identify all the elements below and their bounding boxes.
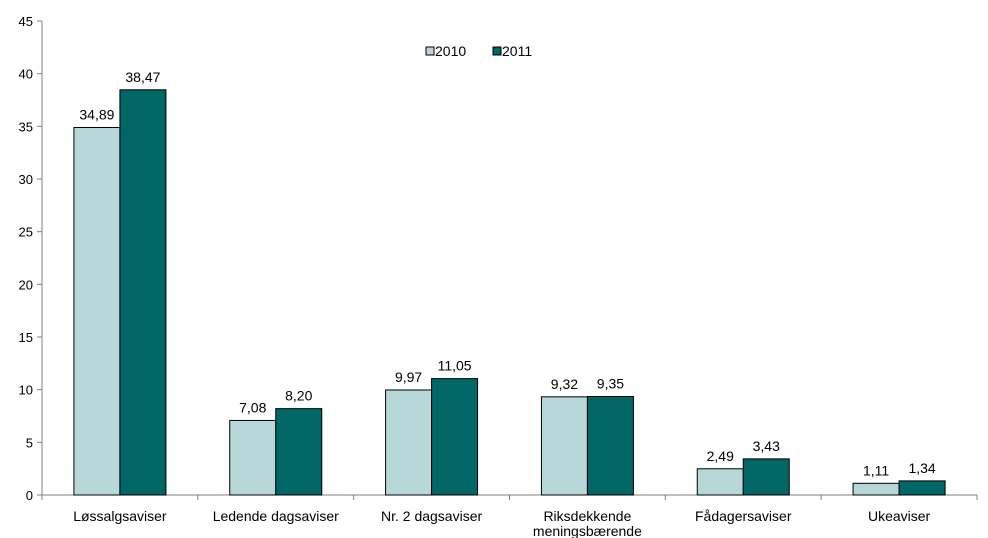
bar-2011 <box>431 378 479 496</box>
y-tick-label: 25 <box>19 225 33 240</box>
data-label: 11,05 <box>438 358 472 374</box>
data-label: 9,35 <box>597 376 624 392</box>
x-category-label: Ledende dagsaviser <box>213 508 339 524</box>
chart-axes: 0 5 10 15 20 25 30 35 40 45 <box>19 14 978 503</box>
data-label: 7,08 <box>239 399 266 415</box>
y-tick-label: 45 <box>19 14 33 29</box>
y-tick-label: 20 <box>19 277 33 292</box>
bar-2011 <box>586 396 634 496</box>
legend-label: 2010 <box>435 43 466 59</box>
bar-2011 <box>275 408 323 496</box>
data-label: 38,47 <box>125 69 160 85</box>
x-category-label: Løssalgsaviser <box>73 508 167 524</box>
data-label: 1,11 <box>863 462 889 478</box>
x-category-label: Riksdekkende meningsbærende <box>533 508 642 538</box>
data-label: 8,20 <box>285 388 312 404</box>
y-tick-label: 5 <box>26 435 33 450</box>
x-category-label: Fådagersaviser <box>695 508 792 524</box>
data-label: 9,32 <box>551 376 578 392</box>
chart-bars <box>73 89 946 496</box>
bar-2011 <box>898 480 946 496</box>
data-label: 9,97 <box>395 369 422 385</box>
legend-label: 2011 <box>502 43 532 59</box>
y-tick-label: 40 <box>19 67 33 82</box>
data-label: 1,34 <box>908 460 935 476</box>
bar-2010 <box>73 126 121 496</box>
bar-2010 <box>385 389 433 496</box>
bar-2011 <box>119 89 167 496</box>
legend-swatch <box>492 46 502 56</box>
bar-2010 <box>696 468 744 496</box>
bar-2010 <box>852 482 900 496</box>
chart-labels: Løssalgsaviser 34,89 38,47 Ledende dagsavis… <box>73 69 936 538</box>
bar-2010 <box>540 396 588 496</box>
x-category-label: Nr. 2 dagsaviser <box>381 508 482 524</box>
bar-2011 <box>742 458 790 496</box>
chart-legend: 2010 2011 <box>425 43 532 59</box>
data-label: 34,89 <box>79 106 114 122</box>
data-label: 3,43 <box>753 438 780 454</box>
data-label: 2,49 <box>707 448 734 464</box>
y-tick-label: 15 <box>19 330 33 345</box>
y-tick-label: 30 <box>19 172 33 187</box>
y-tick-label: 0 <box>26 488 33 503</box>
x-category-label: Ukeaviser <box>868 508 931 524</box>
bar-2010 <box>229 419 277 496</box>
legend-swatch <box>425 46 435 56</box>
y-tick-label: 10 <box>19 383 33 398</box>
y-tick-label: 35 <box>19 119 33 134</box>
